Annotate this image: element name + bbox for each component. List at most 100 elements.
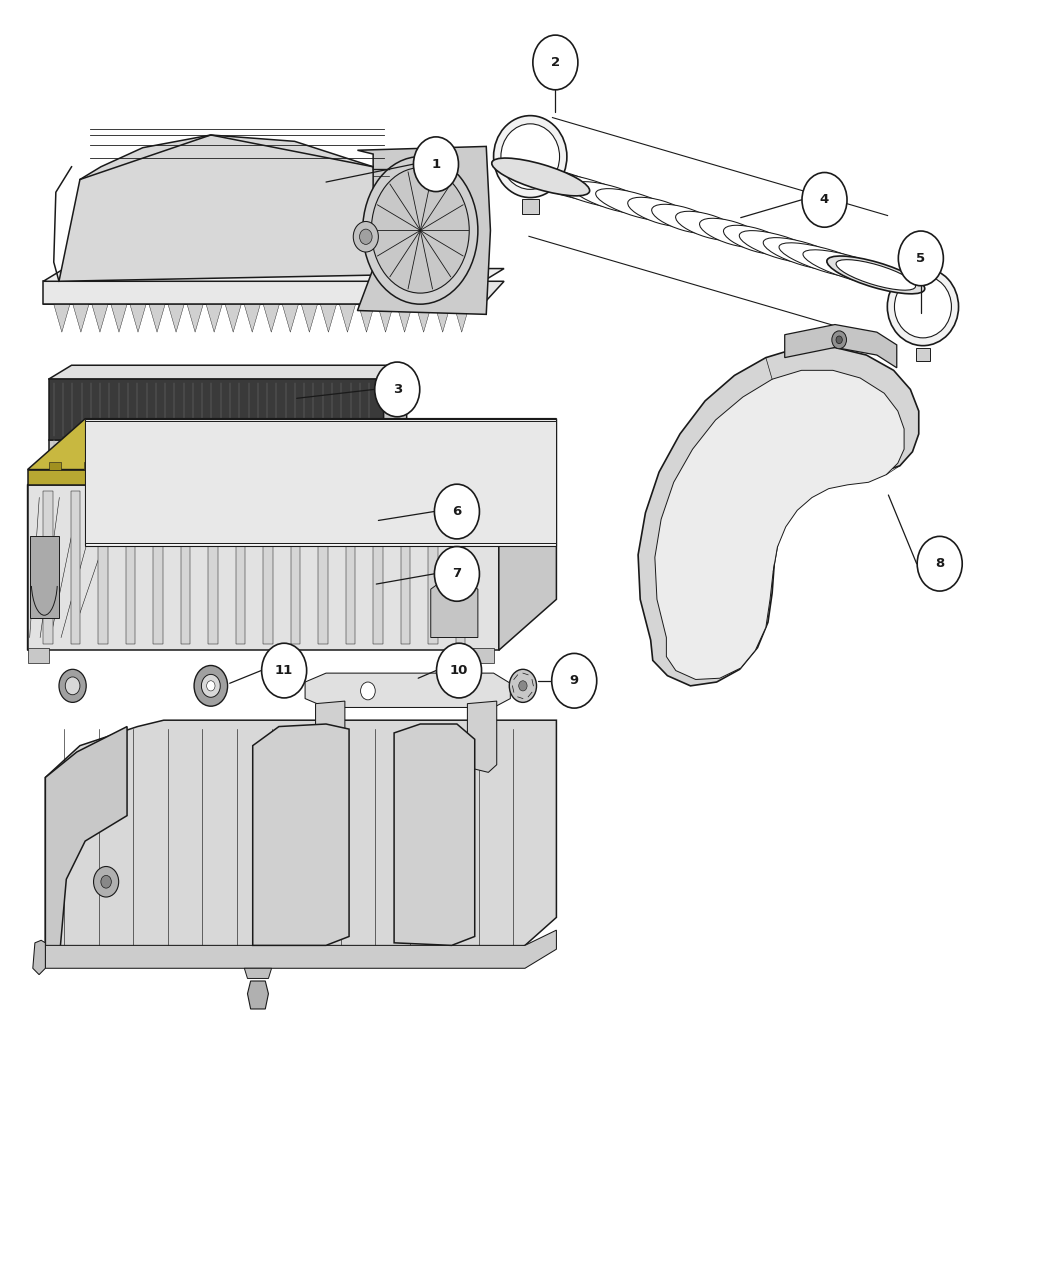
Circle shape [532, 36, 578, 89]
Bar [442, 462, 455, 469]
Polygon shape [130, 305, 146, 333]
Polygon shape [43, 282, 483, 305]
Circle shape [353, 222, 378, 252]
Text: 9: 9 [570, 674, 579, 687]
Circle shape [832, 332, 846, 348]
Polygon shape [784, 325, 897, 367]
Polygon shape [245, 968, 272, 978]
Polygon shape [394, 724, 475, 945]
Polygon shape [638, 347, 919, 686]
Polygon shape [72, 305, 89, 333]
Text: 2: 2 [551, 56, 560, 69]
Polygon shape [264, 305, 279, 333]
Bar [916, 348, 930, 361]
Polygon shape [45, 727, 127, 961]
Text: 11: 11 [275, 664, 293, 677]
Ellipse shape [491, 159, 590, 195]
Text: 7: 7 [453, 567, 462, 580]
Polygon shape [291, 491, 300, 644]
Polygon shape [655, 370, 904, 680]
Text: 3: 3 [393, 382, 402, 397]
Polygon shape [428, 491, 438, 644]
Polygon shape [320, 305, 336, 333]
Polygon shape [454, 305, 469, 333]
Circle shape [101, 876, 111, 889]
Polygon shape [318, 491, 328, 644]
Polygon shape [126, 491, 135, 644]
Circle shape [509, 669, 537, 703]
Circle shape [207, 681, 215, 691]
Polygon shape [33, 940, 45, 974]
Bar [120, 462, 132, 469]
Polygon shape [149, 305, 165, 333]
Ellipse shape [501, 124, 560, 190]
Polygon shape [48, 365, 406, 379]
Polygon shape [181, 491, 190, 644]
Circle shape [414, 136, 459, 191]
Circle shape [360, 682, 375, 700]
Text: 8: 8 [936, 557, 944, 570]
Polygon shape [153, 491, 163, 644]
Polygon shape [111, 305, 127, 333]
Text: 1: 1 [432, 158, 441, 171]
Circle shape [519, 681, 527, 691]
Ellipse shape [595, 189, 677, 222]
Bar [522, 199, 539, 214]
Polygon shape [345, 491, 355, 644]
Bar [27, 648, 48, 663]
Circle shape [194, 666, 228, 706]
Ellipse shape [362, 157, 478, 305]
Ellipse shape [628, 198, 693, 227]
Polygon shape [43, 282, 504, 305]
Bar [192, 462, 204, 469]
Polygon shape [235, 491, 246, 644]
Polygon shape [59, 135, 383, 282]
Circle shape [202, 674, 220, 697]
Ellipse shape [572, 181, 653, 214]
Polygon shape [208, 491, 217, 644]
Polygon shape [206, 305, 223, 333]
Ellipse shape [372, 168, 469, 293]
Bar [335, 462, 348, 469]
Polygon shape [27, 418, 556, 469]
Circle shape [802, 172, 847, 227]
Polygon shape [85, 418, 556, 546]
Ellipse shape [699, 218, 764, 247]
Polygon shape [373, 491, 383, 644]
Polygon shape [383, 365, 406, 440]
Bar [406, 462, 419, 469]
Text: 10: 10 [449, 664, 468, 677]
Ellipse shape [739, 231, 821, 263]
Bar [299, 462, 312, 469]
Polygon shape [358, 305, 375, 333]
Circle shape [435, 547, 480, 602]
Polygon shape [397, 305, 413, 333]
Bar [155, 462, 168, 469]
Ellipse shape [675, 212, 741, 241]
Bar [228, 462, 240, 469]
Polygon shape [401, 491, 411, 644]
Polygon shape [301, 305, 317, 333]
Circle shape [437, 643, 482, 697]
Polygon shape [253, 724, 349, 945]
Polygon shape [357, 147, 490, 315]
Ellipse shape [540, 173, 637, 209]
Polygon shape [306, 673, 510, 708]
Circle shape [551, 653, 596, 708]
Polygon shape [187, 305, 204, 333]
Text: 4: 4 [820, 194, 830, 207]
Bar [84, 462, 97, 469]
Ellipse shape [827, 256, 925, 293]
Polygon shape [225, 305, 242, 333]
Text: 5: 5 [917, 252, 925, 265]
Ellipse shape [516, 166, 613, 201]
Polygon shape [85, 421, 556, 543]
Polygon shape [54, 305, 70, 333]
Circle shape [836, 337, 842, 344]
Bar [48, 462, 61, 469]
Polygon shape [377, 305, 394, 333]
Polygon shape [45, 720, 556, 963]
Ellipse shape [827, 256, 925, 293]
Circle shape [261, 643, 307, 697]
Bar [472, 648, 493, 663]
